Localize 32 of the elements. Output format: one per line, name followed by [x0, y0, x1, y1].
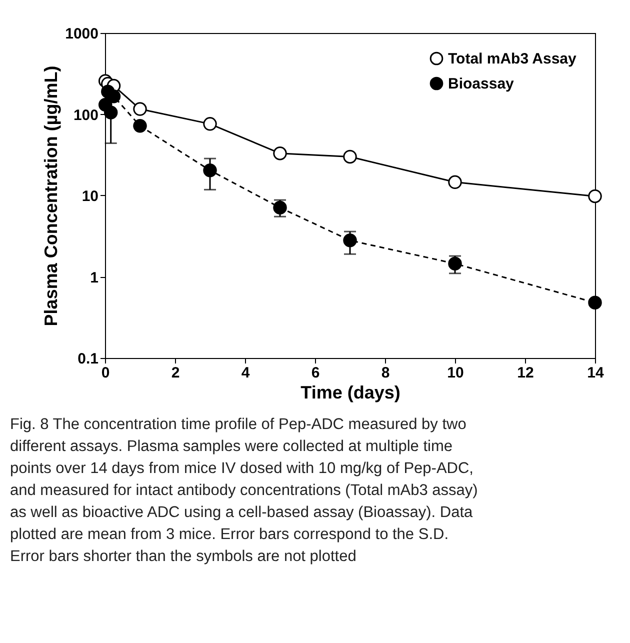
x-tick-label: 0 [101, 364, 110, 382]
point [106, 90, 121, 104]
legend-label: Bioassay [448, 76, 515, 92]
point [273, 200, 287, 214]
point [133, 102, 147, 116]
x-tick-label: 12 [517, 364, 534, 382]
point [104, 106, 118, 120]
y-tick-label: 1 [90, 269, 98, 286]
x-tick-label: 8 [381, 364, 390, 382]
point [588, 189, 602, 204]
y-tick-label: 100 [73, 106, 98, 124]
point [448, 256, 462, 270]
caption: Fig. 8 The concentration time profile of Pep-ADC measured by two different assays. Plasma samples were collected at multiple time points over 14 days from mice IV dosed with 10 mg/kg of Pep-ADC, and measured for intact antibody concentrations (Total mAb3 assay) as well as bioactive ADC using a cell-based assay (Bioassay). Data plotted are mean from 3 mice. Error bars correspond to the S.D. Error bars shorter than the symbols are not plotted [10, 416, 478, 565]
point [273, 146, 287, 160]
y-axis-title: Plasma Concentration (µg/mL) [41, 66, 62, 326]
point [203, 117, 217, 131]
legend-label: Total mAb3 Assay [448, 50, 578, 68]
y-tick-label: 10 [82, 188, 98, 205]
point [203, 163, 217, 178]
point [448, 175, 462, 190]
x-tick-label: 2 [171, 364, 180, 382]
x-axis-title: Time (days) [300, 382, 400, 402]
point [588, 296, 602, 310]
x-tick-label: 4 [241, 364, 250, 382]
point [133, 118, 147, 133]
x-tick-label: 14 [587, 364, 604, 382]
point [343, 150, 357, 164]
y-tick-label: 1000 [65, 26, 98, 42]
y-tick-label: 0.1 [78, 350, 98, 368]
x-tick-label: 6 [311, 364, 320, 382]
x-tick-label: 10 [447, 364, 464, 382]
point [343, 234, 357, 248]
